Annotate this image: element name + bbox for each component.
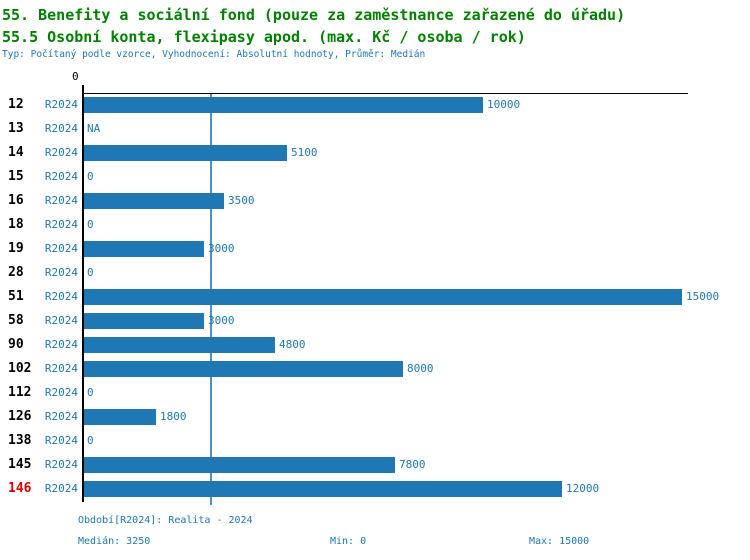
row-number-label: 112 [8,385,32,400]
chart-row: 15 R2024 0 [0,165,750,189]
bar-value-label: NA [87,122,101,135]
row-number-label: 19 [8,241,24,256]
row-number-label: 15 [8,169,24,184]
period-label: R2024 [44,458,78,471]
period-label: R2024 [44,290,78,303]
chart-subtitle: Typ: Počítaný podle vzorce, Vyhodnocení:… [2,49,426,60]
chart-row: 16 R2024 3500 [0,189,750,213]
y-axis-line [82,85,84,502]
bar-value-label: 5100 [291,146,318,159]
value-bar [84,313,204,329]
bar-rows-container: 12 R2024 10000 13 R2024 NA 14 R2024 5100 15 R2024 0… [0,93,750,501]
period-label: R2024 [44,386,78,399]
row-number-label: 12 [8,97,24,112]
row-number-label: 126 [8,409,32,424]
row-number-label: 102 [8,361,32,376]
chart-row: 58 R2024 3000 [0,309,750,333]
bar-value-label: 3000 [208,314,235,327]
chart-row: 90 R2024 4800 [0,333,750,357]
bar-value-label: 8000 [407,362,434,375]
period-label: R2024 [44,218,78,231]
bar-value-label: 10000 [487,98,521,111]
bar-value-label: 3500 [228,194,255,207]
row-number-label: 28 [8,265,24,280]
chart-row: 13 R2024 NA [0,117,750,141]
row-number-label: 58 [8,313,24,328]
row-number-label: 51 [8,289,24,304]
period-label: R2024 [44,146,78,159]
period-label: R2024 [44,98,78,111]
value-bar [84,457,395,473]
chart-row: 51 R2024 15000 [0,285,750,309]
bar-value-label: 4800 [279,338,306,351]
chart-row: 19 R2024 3000 [0,237,750,261]
bar-value-label: 12000 [566,482,600,495]
value-bar [84,241,204,257]
period-label: R2024 [44,314,78,327]
chart-row: 12 R2024 10000 [0,93,750,117]
period-label: R2024 [44,266,78,279]
bar-value-label: 3000 [208,242,235,255]
row-number-label: 18 [8,217,24,232]
bar-value-label: 0 [87,170,94,183]
value-bar [84,409,156,425]
row-number-label: 13 [8,121,24,136]
value-bar [84,97,483,113]
chart-row: 146 R2024 12000 [0,477,750,501]
chart-row: 138 R2024 0 [0,429,750,453]
chart-row: 126 R2024 1800 [0,405,750,429]
x-axis-line [83,93,688,94]
value-bar [84,481,562,497]
x-axis-zero-tick-label: 0 [72,70,79,83]
bar-value-label: 0 [87,386,94,399]
period-label: R2024 [44,242,78,255]
row-number-label: 146 [8,481,32,496]
chart-row: 14 R2024 5100 [0,141,750,165]
bar-value-label: 1800 [160,410,187,423]
value-bar [84,193,224,209]
chart-row: 145 R2024 7800 [0,453,750,477]
period-label: R2024 [44,170,78,183]
footer-max-value: Max: 15000 [529,536,590,547]
period-label: R2024 [44,194,78,207]
row-number-label: 16 [8,193,24,208]
period-label: R2024 [44,410,78,423]
footer-min-value: Min: 0 [330,536,367,547]
chart-row: 102 R2024 8000 [0,357,750,381]
bar-value-label: 0 [87,434,94,447]
bar-value-label: 0 [87,218,94,231]
chart-row: 18 R2024 0 [0,213,750,237]
period-label: R2024 [44,482,78,495]
chart-row: 112 R2024 0 [0,381,750,405]
bar-value-label: 0 [87,266,94,279]
value-bar [84,145,287,161]
value-bar [84,361,403,377]
value-bar [84,337,275,353]
period-label: R2024 [44,362,78,375]
chart-title-line2: 55.5 Osobní konta, flexipasy apod. (max.… [2,28,526,46]
value-bar [84,289,682,305]
footer-median-value: Medián: 3250 [78,536,151,547]
chart-title-line1: 55. Benefity a sociální fond (pouze za z… [2,6,626,24]
footer-period-info: Období[R2024]: Realita - 2024 [78,515,253,526]
period-label: R2024 [44,122,78,135]
bar-value-label: 15000 [686,290,720,303]
row-number-label: 145 [8,457,32,472]
row-number-label: 90 [8,337,24,352]
period-label: R2024 [44,434,78,447]
chart-row: 28 R2024 0 [0,261,750,285]
bar-value-label: 7800 [399,458,426,471]
period-label: R2024 [44,338,78,351]
row-number-label: 14 [8,145,24,160]
row-number-label: 138 [8,433,32,448]
